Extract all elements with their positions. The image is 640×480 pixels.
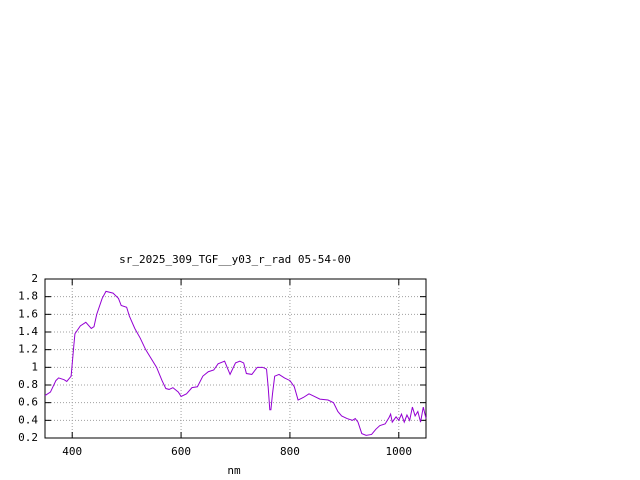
y-tick-label: 0.6 (18, 396, 38, 409)
plot-frame (44, 278, 427, 439)
y-tick-label: 0.4 (18, 413, 38, 426)
y-tick-label: 2 (31, 272, 38, 285)
y-tick-label: 1 (31, 360, 38, 373)
y-tick-label: 1.4 (18, 325, 38, 338)
x-axis-label: nm (227, 464, 241, 477)
y-tick-label: 1.2 (18, 343, 38, 356)
y-tick-label: 1.6 (18, 307, 38, 320)
x-tick-label: 800 (280, 445, 300, 458)
data-line (44, 290, 427, 436)
y-tick-label: 1.8 (18, 290, 38, 303)
y-tick-label: 0.8 (18, 378, 38, 391)
x-tick-label: 1000 (386, 445, 413, 458)
y-tick-label: 0.2 (18, 431, 38, 444)
x-tick-label: 600 (171, 445, 191, 458)
x-tick-label: 400 (62, 445, 82, 458)
chart-title: sr_2025_309_TGF__y03_r_rad 05-54-00 (119, 253, 351, 266)
